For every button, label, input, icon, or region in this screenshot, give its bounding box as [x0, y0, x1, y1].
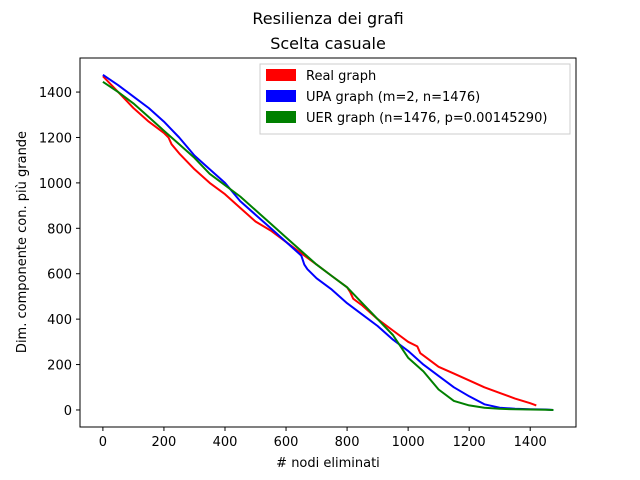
legend-swatch-2 [266, 90, 296, 102]
ticks-layer: 0 200 400 600 800 1000 1200 1400 0 200 400 600 800 10… [39, 86, 547, 450]
legend-label-2: UPA graph (m=2, n=1476) [306, 90, 480, 105]
legend: Real graph UPA graph (m=2, n=1476) UER gra… [259, 63, 571, 135]
legend-swatch-1 [266, 69, 296, 81]
y-tick-label: 1000 [39, 177, 72, 192]
x-tick-label: 800 [335, 435, 360, 450]
chart-title: Resilienza dei grafi [252, 9, 403, 28]
y-tick-label: 600 [47, 268, 72, 283]
y-tick-label: 800 [47, 222, 72, 237]
series-layer [102, 73, 554, 411]
x-tick-label: 400 [213, 435, 238, 450]
y-tick-label: 0 [64, 404, 72, 419]
legend-box [259, 63, 571, 135]
x-tick-label: 0 [99, 435, 107, 450]
plot-frame [79, 57, 577, 428]
x-tick-label: 1200 [453, 435, 486, 450]
legend-items: Real graph UPA graph (m=2, n=1476) UER gra… [266, 69, 547, 126]
x-tick-label: 200 [152, 435, 177, 450]
x-tick-label: 600 [274, 435, 299, 450]
y-axis-label: Dim. componente con. più grande [15, 131, 30, 353]
chart-subtitle: Scelta casuale [270, 34, 386, 53]
series-line-2 [102, 73, 554, 411]
y-tick-label: 200 [47, 359, 72, 374]
legend-label-3: UER graph (n=1476, p=0.00145290) [306, 111, 547, 126]
x-axis-label: # nodi eliminati [276, 456, 380, 471]
y-tick-label: 400 [47, 313, 72, 328]
y-tick-label: 1400 [39, 86, 72, 101]
legend-label-1: Real graph [306, 69, 376, 84]
legend-swatch-3 [266, 111, 296, 123]
y-tick-label: 1200 [39, 131, 72, 146]
series-line-3 [102, 80, 554, 411]
x-tick-label: 1400 [514, 435, 547, 450]
x-tick-label: 1000 [392, 435, 425, 450]
